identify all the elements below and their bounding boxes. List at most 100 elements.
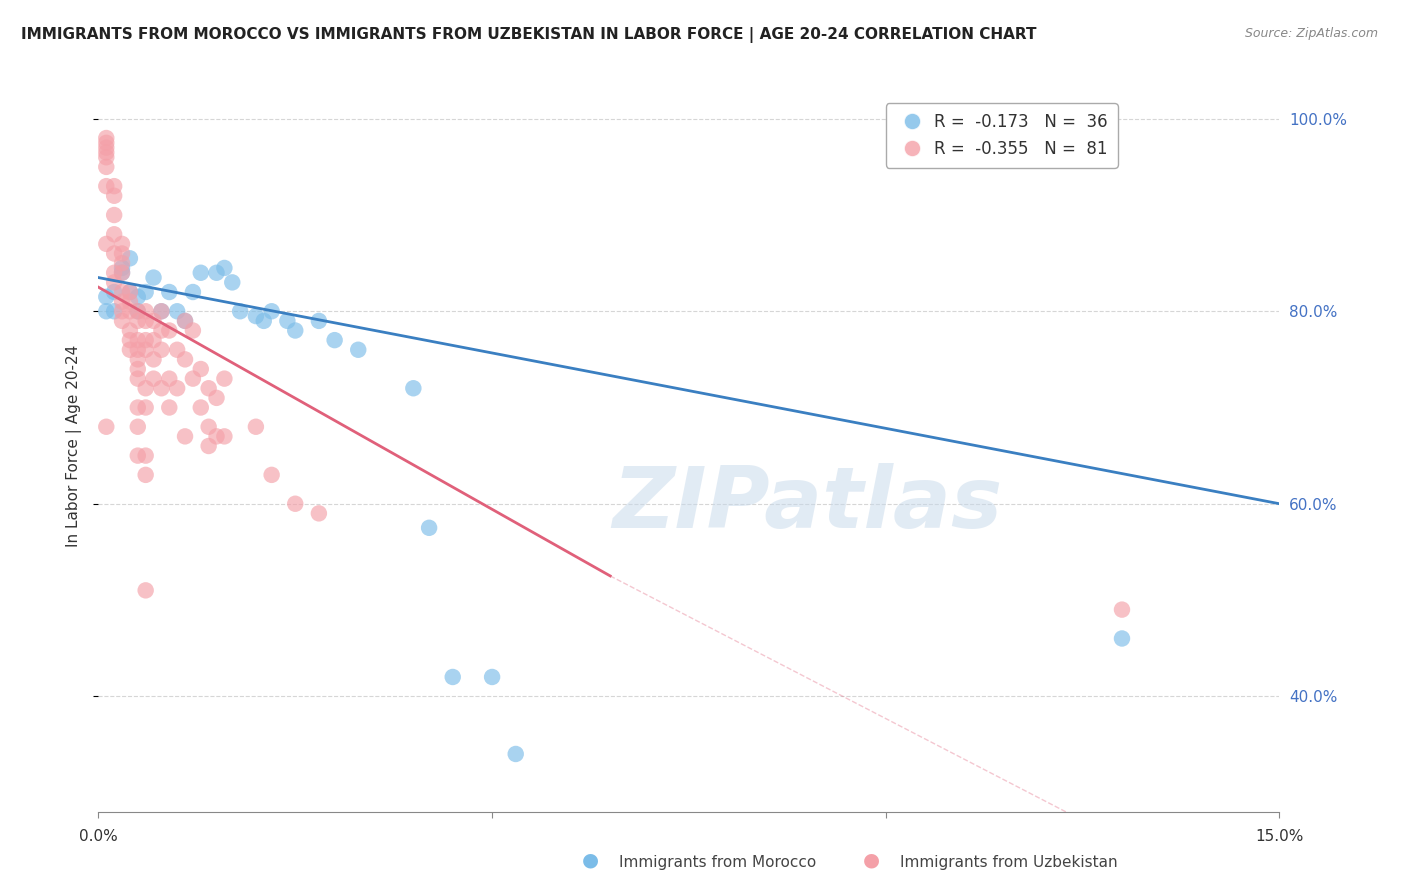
- Point: [111, 314, 134, 328]
- Point: [96, 290, 118, 304]
- Point: [245, 309, 267, 323]
- Point: [166, 343, 188, 357]
- Point: [127, 449, 149, 463]
- Point: [127, 352, 149, 367]
- Point: [308, 314, 330, 328]
- Point: [181, 285, 204, 299]
- Point: [127, 371, 149, 385]
- Point: [441, 670, 464, 684]
- Point: [150, 343, 173, 357]
- Point: [103, 304, 125, 318]
- Point: [111, 260, 134, 275]
- Point: [205, 266, 228, 280]
- Point: [245, 419, 267, 434]
- Point: [111, 236, 134, 251]
- Point: [150, 304, 173, 318]
- Point: [127, 304, 149, 318]
- Point: [135, 381, 157, 395]
- Point: [174, 314, 197, 328]
- Point: [111, 266, 134, 280]
- Point: [1111, 632, 1133, 646]
- Point: [96, 131, 118, 145]
- Point: [157, 324, 180, 338]
- Point: [157, 401, 180, 415]
- Point: [96, 136, 118, 150]
- Point: [135, 583, 157, 598]
- Point: [166, 381, 188, 395]
- Point: [111, 266, 134, 280]
- Point: [205, 391, 228, 405]
- Point: [214, 371, 236, 385]
- Point: [135, 333, 157, 347]
- Point: [127, 290, 149, 304]
- Point: [103, 208, 125, 222]
- Point: [174, 429, 197, 443]
- Point: [135, 467, 157, 482]
- Point: [135, 304, 157, 318]
- Point: [111, 304, 134, 318]
- Point: [111, 256, 134, 270]
- Point: [103, 285, 125, 299]
- Point: [142, 314, 165, 328]
- Text: ●: ●: [863, 851, 880, 870]
- Point: [127, 343, 149, 357]
- Point: [190, 401, 212, 415]
- Point: [157, 371, 180, 385]
- Point: [150, 304, 173, 318]
- Point: [214, 260, 236, 275]
- Point: [150, 381, 173, 395]
- Point: [118, 333, 141, 347]
- Point: [214, 429, 236, 443]
- Point: [111, 294, 134, 309]
- Point: [103, 188, 125, 202]
- Text: 15.0%: 15.0%: [1256, 829, 1303, 844]
- Point: [142, 270, 165, 285]
- Point: [347, 343, 370, 357]
- Point: [1111, 602, 1133, 616]
- Point: [96, 141, 118, 155]
- Point: [111, 246, 134, 260]
- Point: [323, 333, 346, 347]
- Point: [118, 285, 141, 299]
- Point: [127, 314, 149, 328]
- Point: [197, 419, 219, 434]
- Legend: R =  -0.173   N =  36, R =  -0.355   N =  81: R = -0.173 N = 36, R = -0.355 N = 81: [886, 103, 1118, 168]
- Point: [166, 304, 188, 318]
- Point: [111, 285, 134, 299]
- Point: [181, 371, 204, 385]
- Point: [142, 371, 165, 385]
- Text: ●: ●: [582, 851, 599, 870]
- Point: [96, 419, 118, 434]
- Point: [308, 507, 330, 521]
- Point: [135, 343, 157, 357]
- Point: [127, 419, 149, 434]
- Point: [205, 429, 228, 443]
- Point: [96, 236, 118, 251]
- Point: [135, 285, 157, 299]
- Point: [174, 314, 197, 328]
- Point: [190, 266, 212, 280]
- Point: [127, 304, 149, 318]
- Point: [142, 333, 165, 347]
- Point: [253, 314, 276, 328]
- Point: [221, 276, 243, 290]
- Point: [505, 747, 527, 761]
- Point: [260, 467, 283, 482]
- Point: [103, 246, 125, 260]
- Point: [276, 314, 298, 328]
- Point: [127, 401, 149, 415]
- Point: [118, 294, 141, 309]
- Text: ZIPatlas: ZIPatlas: [612, 463, 1002, 546]
- Point: [157, 285, 180, 299]
- Text: Immigrants from Morocco: Immigrants from Morocco: [619, 855, 815, 870]
- Point: [103, 266, 125, 280]
- Point: [135, 314, 157, 328]
- Text: Source: ZipAtlas.com: Source: ZipAtlas.com: [1244, 27, 1378, 40]
- Point: [481, 670, 503, 684]
- Point: [118, 252, 141, 266]
- Point: [181, 324, 204, 338]
- Point: [418, 521, 440, 535]
- Text: IMMIGRANTS FROM MOROCCO VS IMMIGRANTS FROM UZBEKISTAN IN LABOR FORCE | AGE 20-24: IMMIGRANTS FROM MOROCCO VS IMMIGRANTS FR…: [21, 27, 1036, 43]
- Text: Immigrants from Uzbekistan: Immigrants from Uzbekistan: [900, 855, 1118, 870]
- Point: [197, 439, 219, 453]
